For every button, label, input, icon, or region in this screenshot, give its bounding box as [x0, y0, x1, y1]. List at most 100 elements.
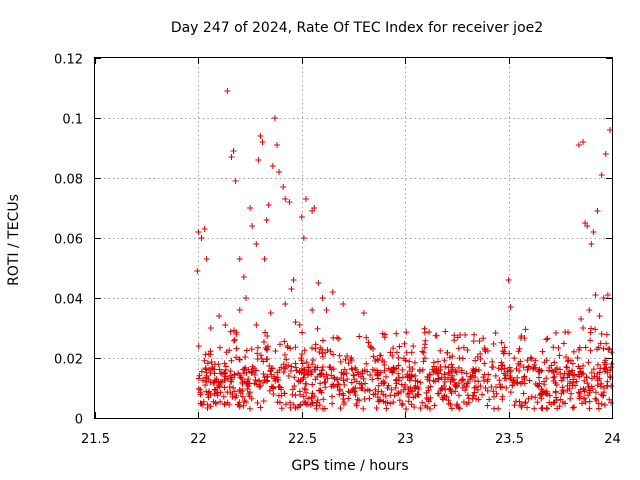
data-point	[411, 404, 418, 411]
data-point	[394, 349, 401, 356]
data-point	[432, 378, 439, 385]
data-point	[403, 405, 410, 412]
data-point	[384, 399, 391, 406]
data-point	[419, 348, 426, 355]
data-point	[382, 393, 389, 400]
data-point	[348, 365, 355, 372]
data-point	[295, 377, 302, 384]
data-point	[582, 399, 589, 406]
data-point	[244, 378, 251, 385]
data-point	[414, 378, 421, 385]
data-point	[492, 372, 499, 379]
data-point	[350, 371, 357, 378]
data-point	[383, 405, 390, 412]
data-point	[601, 365, 608, 372]
data-point	[356, 333, 363, 340]
data-point	[608, 399, 615, 406]
data-point	[300, 367, 307, 374]
data-point	[548, 362, 555, 369]
data-point	[215, 382, 222, 389]
data-point	[304, 372, 311, 379]
data-point	[336, 352, 343, 359]
data-point	[239, 387, 246, 394]
data-point	[544, 405, 551, 412]
data-point	[247, 405, 254, 412]
data-point	[206, 388, 213, 395]
data-point	[477, 382, 484, 389]
data-point	[410, 394, 417, 401]
data-point	[366, 395, 373, 402]
x-tick-label: 23	[397, 432, 414, 447]
data-point	[439, 394, 446, 401]
data-point	[520, 364, 527, 371]
data-point	[363, 334, 370, 341]
data-point	[317, 380, 324, 387]
data-point	[417, 379, 424, 386]
data-point	[511, 355, 518, 362]
x-axis-ticks: 21.5 22 22.5 23 23.5 24	[81, 58, 621, 447]
data-point	[220, 369, 227, 376]
data-point	[445, 397, 452, 404]
data-point	[592, 389, 599, 396]
y-axis-ticks: 0 0.02 0.04 0.06 0.08 0.1 0.12	[54, 53, 612, 428]
data-point	[498, 362, 505, 369]
data-point	[503, 384, 510, 391]
data-point	[391, 366, 398, 373]
data-point	[401, 383, 408, 390]
data-point	[260, 379, 267, 386]
data-point	[359, 370, 366, 377]
data-point	[597, 340, 604, 347]
data-point	[366, 387, 373, 394]
data-point	[431, 402, 438, 409]
data-point	[460, 399, 467, 406]
data-point	[482, 348, 489, 355]
data-point	[319, 364, 326, 371]
data-point	[445, 374, 452, 381]
data-point	[221, 360, 228, 367]
data-point	[415, 385, 422, 392]
data-point	[230, 337, 237, 344]
data-point	[362, 380, 369, 387]
data-point	[527, 354, 534, 361]
data-point	[555, 345, 562, 352]
data-point	[445, 364, 452, 371]
data-point	[596, 313, 603, 319]
data-point	[263, 356, 270, 363]
y-tick-label: 0.04	[54, 293, 83, 308]
data-point	[240, 274, 247, 280]
data-point	[374, 394, 381, 401]
data-point	[455, 345, 462, 352]
data-point	[434, 375, 441, 382]
data-point	[476, 338, 483, 345]
data-point	[395, 354, 402, 361]
data-point	[455, 392, 462, 399]
data-point	[604, 378, 611, 385]
data-point	[558, 377, 565, 384]
data-point	[261, 376, 268, 383]
data-point	[534, 399, 541, 406]
data-point	[410, 343, 417, 350]
data-point	[210, 379, 217, 386]
data-point	[213, 389, 220, 396]
data-point	[431, 367, 438, 374]
data-point	[565, 370, 572, 377]
data-point	[453, 369, 460, 376]
data-point	[299, 360, 306, 367]
data-point	[495, 365, 502, 372]
data-point	[262, 329, 269, 336]
data-point	[287, 367, 294, 374]
data-point	[520, 390, 527, 397]
data-point	[344, 353, 351, 360]
data-point	[248, 346, 255, 353]
data-point	[522, 326, 529, 333]
data-point	[292, 405, 299, 412]
data-point	[226, 347, 233, 354]
data-point	[374, 371, 381, 378]
data-point	[337, 405, 344, 412]
data-point	[300, 235, 307, 241]
data-point	[337, 358, 344, 365]
data-point	[309, 400, 316, 407]
data-point	[543, 388, 550, 395]
data-point	[224, 399, 231, 406]
